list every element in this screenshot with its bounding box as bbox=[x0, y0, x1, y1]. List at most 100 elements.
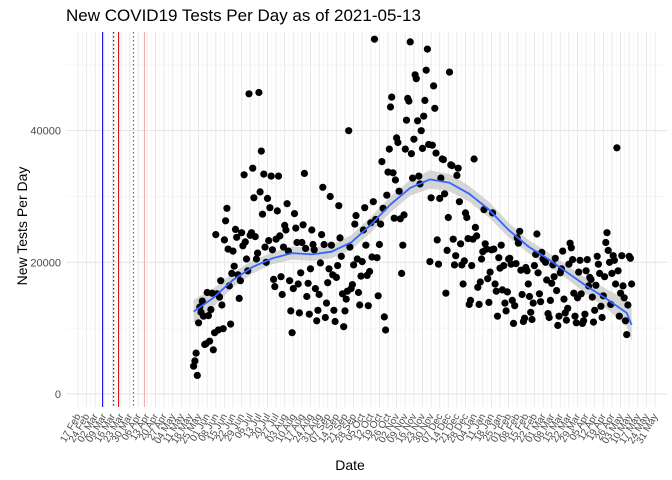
data-point bbox=[439, 156, 447, 164]
data-point bbox=[388, 93, 396, 101]
data-point bbox=[330, 306, 338, 314]
data-point bbox=[434, 260, 443, 268]
data-point bbox=[352, 212, 360, 220]
data-point bbox=[615, 312, 623, 320]
data-point bbox=[418, 144, 427, 152]
data-point bbox=[336, 234, 344, 242]
data-point bbox=[240, 171, 248, 179]
data-point bbox=[395, 187, 403, 195]
data-point bbox=[527, 308, 535, 316]
data-point bbox=[286, 277, 294, 285]
data-point bbox=[592, 281, 600, 289]
data-point bbox=[319, 183, 327, 191]
data-point bbox=[263, 194, 272, 202]
data-point bbox=[306, 265, 315, 273]
data-point bbox=[402, 116, 411, 124]
data-point bbox=[610, 256, 619, 264]
data-point bbox=[433, 236, 441, 244]
data-point bbox=[298, 238, 306, 247]
data-point bbox=[626, 254, 635, 262]
data-point bbox=[459, 280, 467, 288]
data-point bbox=[295, 309, 303, 317]
data-point bbox=[594, 260, 603, 268]
data-point bbox=[209, 346, 217, 354]
data-point bbox=[195, 319, 203, 327]
data-point bbox=[297, 269, 305, 277]
data-point bbox=[302, 244, 310, 252]
data-point bbox=[357, 272, 365, 280]
data-point bbox=[448, 162, 456, 170]
data-point bbox=[337, 252, 345, 260]
data-point bbox=[613, 144, 621, 152]
data-point bbox=[276, 232, 284, 240]
data-point bbox=[206, 337, 214, 345]
data-point bbox=[386, 103, 395, 111]
data-point bbox=[497, 241, 505, 249]
data-point bbox=[621, 317, 630, 325]
grid-major bbox=[66, 32, 667, 407]
data-point bbox=[601, 273, 609, 281]
data-point bbox=[491, 280, 499, 288]
data-point bbox=[407, 150, 415, 158]
data-point bbox=[254, 249, 262, 257]
y-tick-label: 20000 bbox=[30, 257, 61, 269]
chart-title: New COVID19 Tests Per Day as of 2021-05-… bbox=[66, 6, 421, 25]
data-point bbox=[454, 164, 462, 172]
data-point bbox=[377, 220, 385, 228]
data-point bbox=[345, 127, 353, 135]
data-point bbox=[304, 279, 312, 287]
data-point bbox=[341, 307, 349, 315]
data-point bbox=[493, 312, 502, 320]
data-point bbox=[274, 172, 283, 180]
data-point bbox=[427, 194, 435, 202]
data-point bbox=[292, 224, 300, 232]
data-points bbox=[190, 35, 636, 379]
data-point bbox=[204, 312, 212, 320]
data-point bbox=[572, 319, 580, 327]
data-point bbox=[452, 252, 460, 260]
data-point bbox=[235, 294, 243, 302]
data-point bbox=[618, 252, 626, 260]
data-point bbox=[529, 299, 537, 307]
data-point bbox=[571, 312, 579, 320]
y-tick-label: 40000 bbox=[30, 126, 61, 138]
data-point bbox=[577, 290, 585, 298]
data-point bbox=[502, 307, 510, 315]
data-point bbox=[311, 285, 319, 293]
data-point bbox=[278, 290, 286, 299]
data-point bbox=[501, 299, 509, 307]
data-point bbox=[453, 171, 461, 179]
data-point bbox=[267, 172, 275, 180]
data-point bbox=[500, 262, 508, 270]
data-point bbox=[619, 282, 627, 290]
data-point bbox=[422, 66, 430, 74]
data-point bbox=[282, 226, 290, 234]
data-point bbox=[437, 174, 445, 182]
data-point bbox=[444, 213, 452, 222]
data-point bbox=[541, 258, 550, 266]
data-point bbox=[412, 75, 420, 83]
data-point bbox=[477, 255, 486, 263]
data-point bbox=[426, 258, 434, 266]
data-point bbox=[506, 254, 514, 262]
data-point bbox=[591, 306, 599, 314]
data-point bbox=[342, 295, 350, 303]
data-point bbox=[322, 299, 331, 307]
data-point bbox=[255, 88, 263, 97]
data-point bbox=[287, 307, 295, 315]
data-point bbox=[612, 280, 620, 288]
data-point bbox=[308, 226, 316, 234]
data-point bbox=[366, 267, 374, 276]
data-point bbox=[370, 35, 379, 43]
data-point bbox=[316, 259, 324, 267]
data-point bbox=[288, 329, 296, 337]
data-point bbox=[417, 127, 425, 135]
data-point bbox=[325, 265, 333, 273]
data-point bbox=[495, 254, 503, 262]
data-point bbox=[535, 290, 544, 298]
data-point bbox=[261, 243, 269, 251]
data-point bbox=[470, 155, 478, 163]
data-point bbox=[575, 268, 583, 276]
data-point bbox=[198, 297, 206, 305]
data-point bbox=[521, 314, 529, 322]
